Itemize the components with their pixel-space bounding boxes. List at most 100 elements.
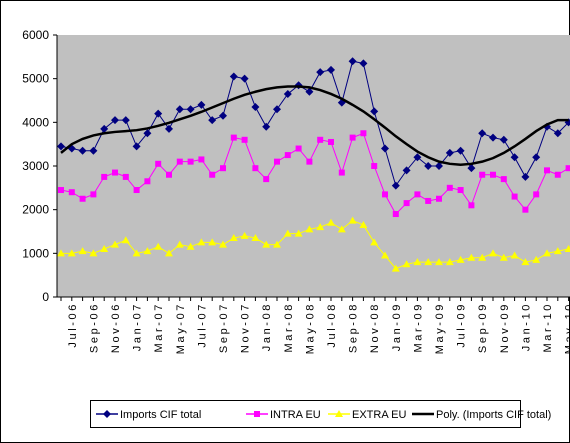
x-tick-label: Jan-08 bbox=[261, 302, 273, 351]
square-marker bbox=[155, 160, 162, 167]
x-tick-label: Jan-09 bbox=[391, 302, 403, 351]
square-marker bbox=[392, 211, 399, 218]
triangle-marker bbox=[100, 244, 109, 252]
triangle-marker bbox=[89, 249, 98, 257]
square-marker bbox=[144, 178, 151, 185]
triangle-marker bbox=[283, 229, 292, 237]
y-tick-label: 4000 bbox=[22, 115, 49, 129]
triangle-marker bbox=[57, 249, 65, 257]
diamond-marker bbox=[132, 142, 141, 151]
square-marker bbox=[122, 173, 129, 180]
triangle-marker bbox=[186, 242, 195, 250]
triangle-marker bbox=[467, 253, 476, 261]
x-tick-label: Sep-07 bbox=[218, 302, 230, 353]
diamond-marker bbox=[402, 166, 411, 175]
diamond-marker bbox=[229, 72, 238, 81]
triangle-marker bbox=[337, 225, 346, 233]
diamond-marker bbox=[478, 129, 487, 138]
triangle-marker bbox=[165, 249, 173, 257]
triangle-marker bbox=[251, 234, 260, 242]
triangle-marker bbox=[499, 253, 508, 261]
plot-area bbox=[57, 35, 570, 297]
diamond-marker bbox=[57, 142, 65, 151]
x-tick-label: Jul-07 bbox=[196, 302, 208, 348]
x-tick-label: Nov-06 bbox=[110, 302, 122, 353]
diamond-marker bbox=[154, 109, 163, 118]
diamond-marker bbox=[510, 153, 519, 162]
triangle-marker bbox=[348, 216, 357, 224]
square-marker bbox=[306, 158, 313, 165]
diamond-marker bbox=[197, 100, 206, 109]
diamond-marker bbox=[553, 129, 562, 138]
square-marker bbox=[187, 158, 194, 165]
y-tick-label: 5000 bbox=[22, 72, 49, 86]
series-line bbox=[60, 85, 569, 166]
diamond-marker bbox=[435, 162, 443, 170]
square-marker bbox=[382, 191, 388, 198]
triangle-marker bbox=[121, 236, 130, 244]
triangle-marker bbox=[553, 247, 562, 255]
diamond-marker bbox=[359, 59, 368, 68]
diamond-marker bbox=[521, 172, 530, 181]
square-marker bbox=[176, 158, 183, 165]
square-marker bbox=[295, 145, 302, 152]
triangle-marker bbox=[294, 229, 303, 237]
diamond-marker bbox=[532, 153, 541, 162]
diamond-marker bbox=[240, 74, 249, 83]
square-marker bbox=[457, 187, 464, 194]
diamond-marker bbox=[348, 57, 357, 66]
square-marker bbox=[533, 191, 540, 198]
x-tick-label: Nov-07 bbox=[240, 302, 252, 353]
triangle-marker bbox=[510, 251, 519, 259]
triangle-marker bbox=[229, 234, 238, 242]
triangle-marker bbox=[67, 249, 76, 257]
diamond-marker bbox=[445, 148, 454, 157]
diamond-marker bbox=[283, 89, 292, 98]
square-marker bbox=[490, 171, 496, 178]
legend-label: Poly. (Imports CIF total) bbox=[436, 409, 551, 421]
square-marker bbox=[317, 136, 324, 143]
square-marker bbox=[284, 152, 291, 159]
triangle-marker bbox=[175, 240, 184, 248]
diamond-marker bbox=[370, 107, 379, 116]
square-marker bbox=[274, 158, 280, 165]
y-tick-label: 3000 bbox=[22, 159, 49, 173]
triangle-marker bbox=[478, 253, 487, 261]
square-marker bbox=[90, 191, 97, 198]
triangle-marker bbox=[273, 240, 281, 248]
diamond-marker bbox=[121, 116, 130, 125]
square-marker bbox=[349, 134, 356, 141]
triangle-marker bbox=[532, 255, 541, 263]
legend-marker bbox=[103, 410, 111, 418]
square-marker bbox=[425, 197, 432, 204]
square-marker bbox=[360, 130, 367, 137]
diamond-marker bbox=[186, 105, 195, 114]
square-marker bbox=[252, 165, 259, 172]
x-tick-label: Mar-10 bbox=[542, 302, 554, 352]
square-marker bbox=[403, 200, 410, 207]
diamond-marker bbox=[467, 164, 476, 173]
triangle-marker bbox=[111, 240, 119, 248]
triangle-marker bbox=[391, 264, 400, 272]
triangle-marker bbox=[370, 238, 379, 246]
diamond-marker bbox=[391, 181, 400, 190]
legend-label: EXTRA EU bbox=[352, 409, 406, 421]
square-marker bbox=[436, 195, 442, 202]
square-marker bbox=[263, 176, 270, 183]
square-marker bbox=[500, 176, 507, 183]
square-marker bbox=[133, 187, 140, 194]
square-marker bbox=[166, 171, 172, 178]
legend-label: Imports CIF total bbox=[120, 409, 201, 421]
x-tick-label: Nov-08 bbox=[369, 302, 381, 353]
square-marker bbox=[241, 136, 248, 143]
x-tick-label: Nov-09 bbox=[499, 302, 511, 353]
legend bbox=[90, 400, 521, 428]
triangle-marker bbox=[445, 258, 454, 266]
square-marker bbox=[511, 193, 518, 200]
diamond-marker bbox=[499, 135, 508, 144]
diamond-marker bbox=[489, 133, 497, 142]
triangle-marker bbox=[78, 247, 87, 255]
diamond-marker bbox=[175, 105, 184, 114]
square-marker bbox=[79, 195, 86, 202]
